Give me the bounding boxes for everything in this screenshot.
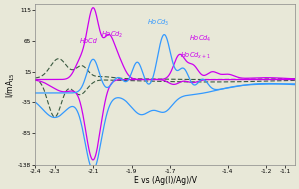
X-axis label: E vs (Ag(I)/Ag)/V: E vs (Ag(I)/Ag)/V <box>134 176 197 185</box>
Y-axis label: I/mA$_{15}$: I/mA$_{15}$ <box>4 72 17 98</box>
Text: HoCd$_{x+1}$: HoCd$_{x+1}$ <box>180 50 210 61</box>
Text: HoCd: HoCd <box>80 38 97 44</box>
Text: HoCd$_2$: HoCd$_2$ <box>101 30 123 40</box>
Text: HoCd$_4$: HoCd$_4$ <box>189 34 212 44</box>
Text: HoCd$_3$: HoCd$_3$ <box>147 17 170 28</box>
